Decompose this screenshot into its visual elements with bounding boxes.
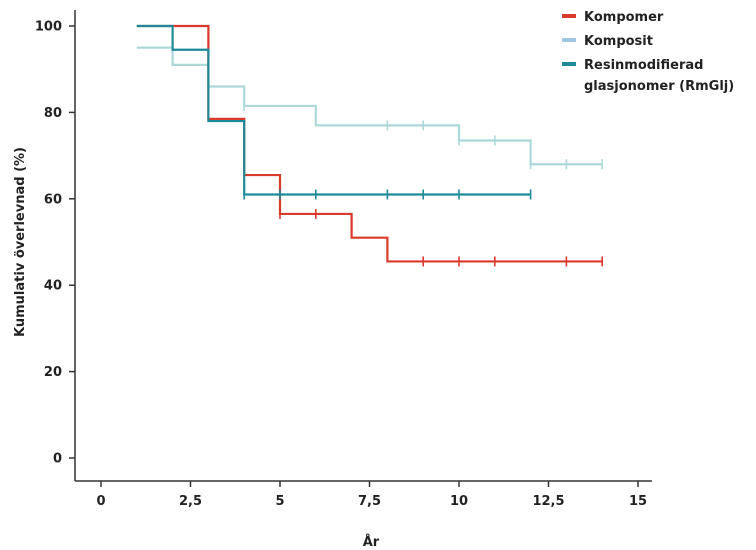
legend-swatch-0 <box>562 14 576 18</box>
y-tick-label: 40 <box>44 279 62 294</box>
x-tick-label: 15 <box>629 494 647 509</box>
legend-label-0: Kompomer <box>584 10 664 25</box>
axes <box>74 10 652 482</box>
legend-swatch-1 <box>562 38 576 42</box>
y-tick-label: 60 <box>44 192 62 207</box>
y-tick-label: 100 <box>35 20 62 35</box>
y-axis-label: Kumulativ överlevnad (%) <box>13 147 28 337</box>
series-line-0 <box>136 24 603 263</box>
legend-label-2: glasjonomer (RmGlj) <box>584 79 734 94</box>
x-axis-label: År <box>363 534 380 550</box>
legend-swatch-2 <box>562 62 576 66</box>
x-tick-label: 10 <box>450 494 468 509</box>
x-tick-label: 0 <box>96 494 105 509</box>
series-line-1 <box>136 46 603 166</box>
x-tick-label: 12,5 <box>532 494 564 509</box>
x-tick-label: 7,5 <box>358 494 381 509</box>
y-tick-label: 80 <box>44 106 62 121</box>
y-tick-label: 20 <box>44 365 62 380</box>
x-tick-label: 2,5 <box>179 494 202 509</box>
legend: Kompomer Komposit Resinmodifierad glasjonom… <box>562 10 734 94</box>
legend-label-1: Komposit <box>584 34 653 49</box>
plot-area <box>136 24 604 267</box>
ticks: 0 2,5 5 7,5 10 12,5 15 0 20 40 60 80 100 <box>35 20 647 510</box>
legend-label-2: Resinmodifierad <box>584 58 703 73</box>
y-tick-label: 0 <box>53 452 62 467</box>
series-line-2 <box>136 24 531 196</box>
x-tick-label: 5 <box>275 494 284 509</box>
